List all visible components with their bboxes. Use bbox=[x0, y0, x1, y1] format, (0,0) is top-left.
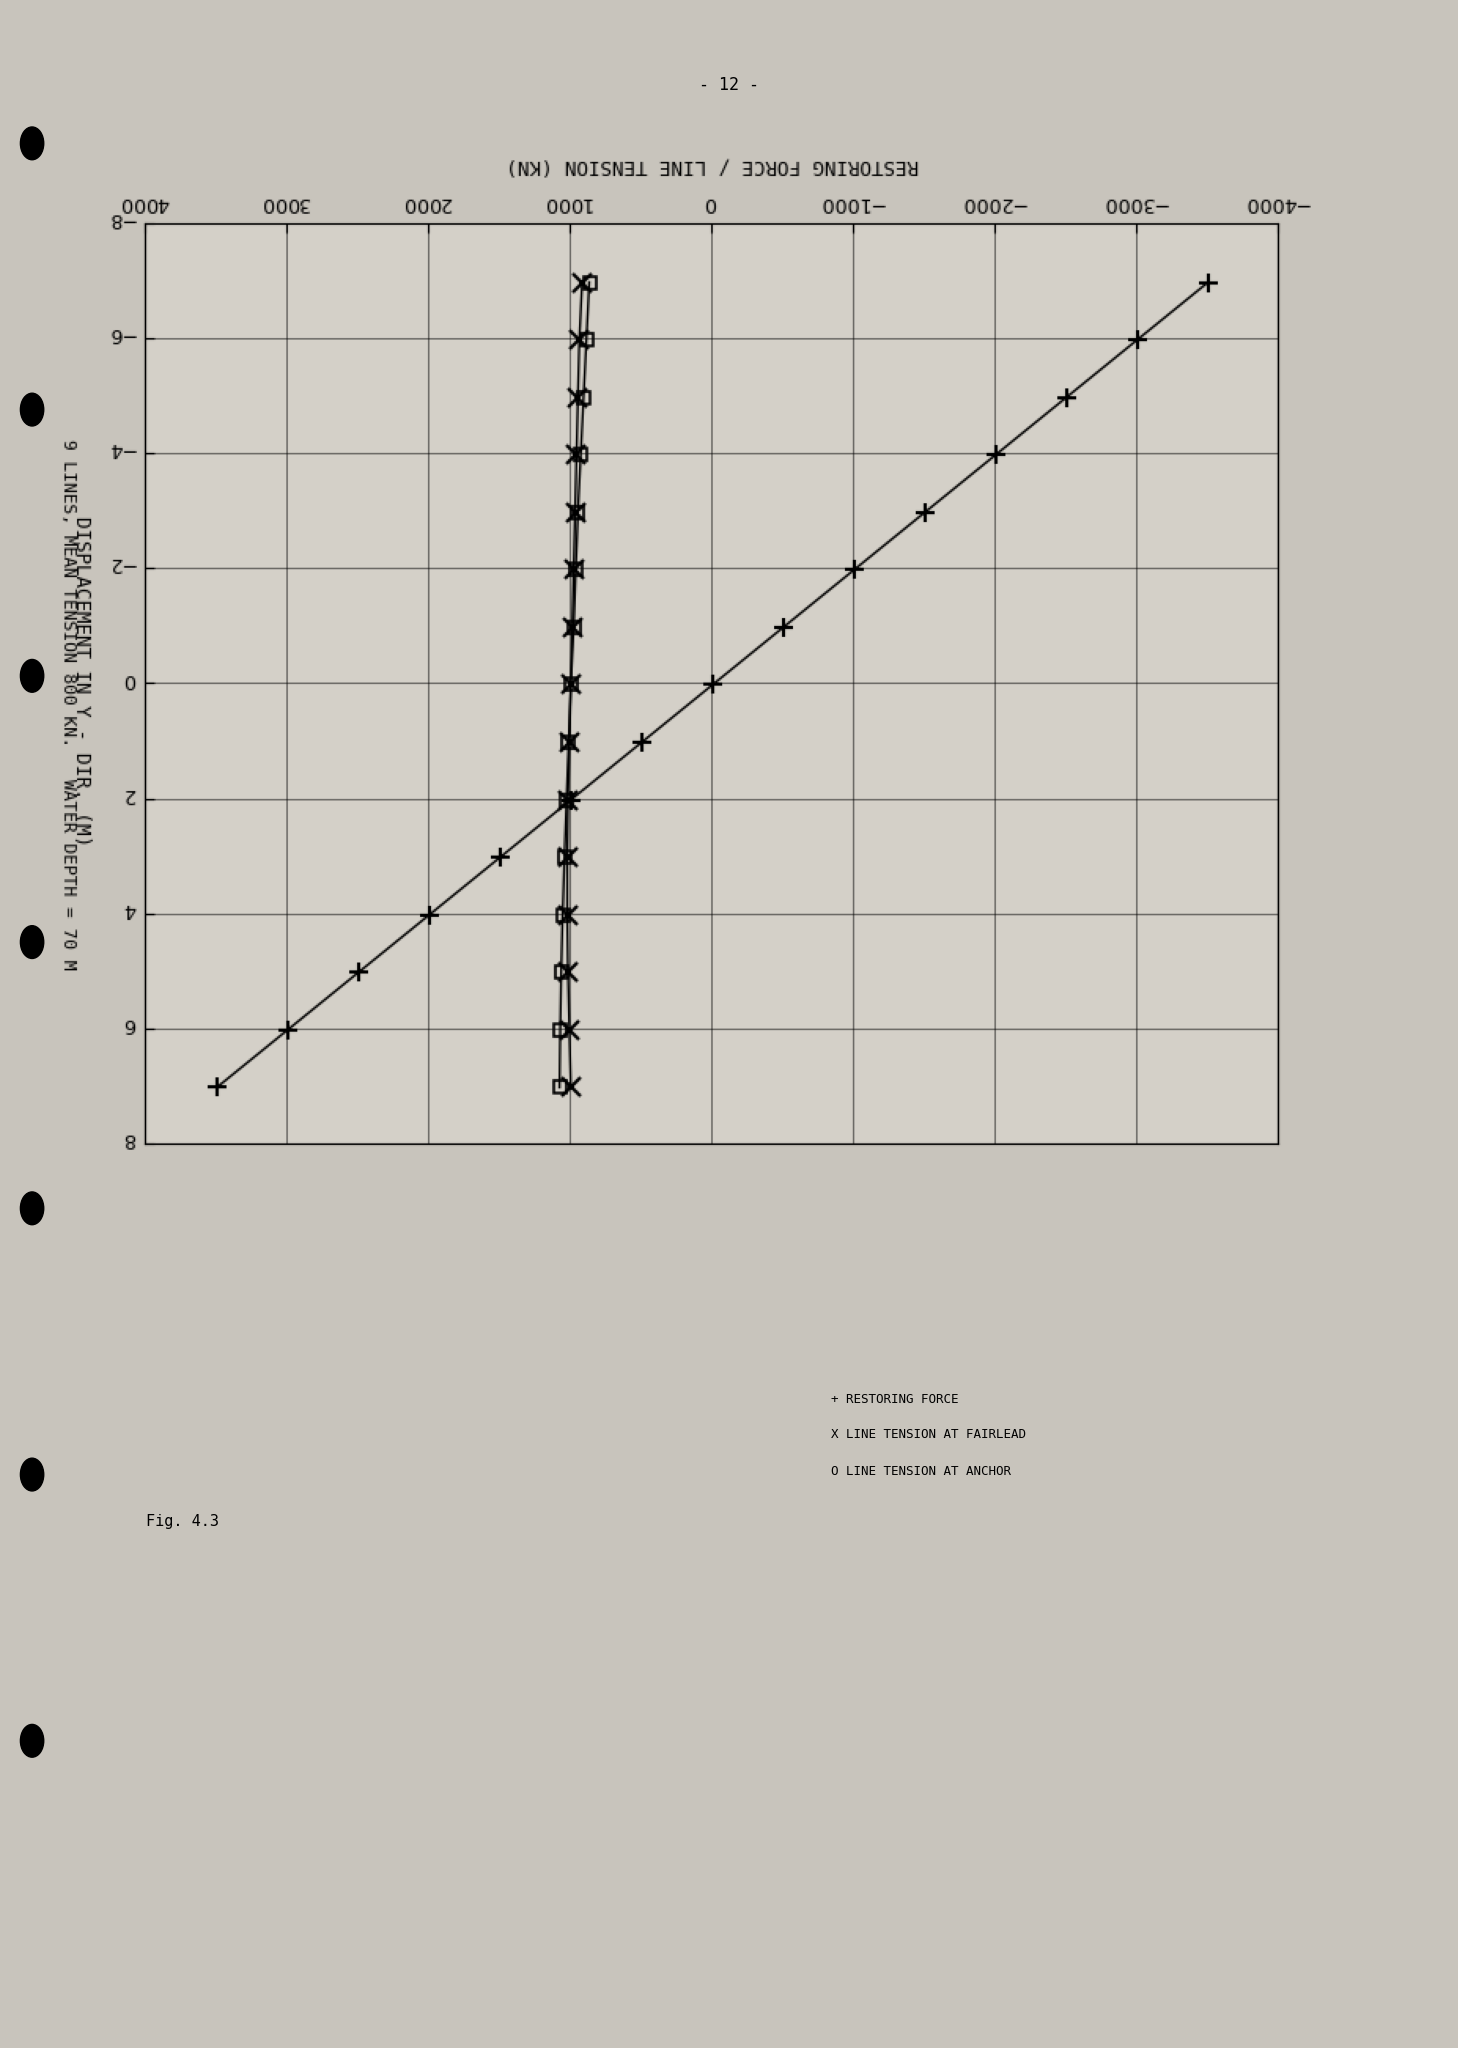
Text: + RESTORING FORCE: + RESTORING FORCE bbox=[831, 1393, 958, 1405]
Text: O LINE TENSION AT ANCHOR: O LINE TENSION AT ANCHOR bbox=[831, 1464, 1010, 1477]
Text: - 12 -: - 12 - bbox=[698, 76, 760, 94]
Text: X LINE TENSION AT FAIRLEAD: X LINE TENSION AT FAIRLEAD bbox=[831, 1427, 1026, 1440]
Text: Fig. 4.3: Fig. 4.3 bbox=[146, 1513, 219, 1528]
